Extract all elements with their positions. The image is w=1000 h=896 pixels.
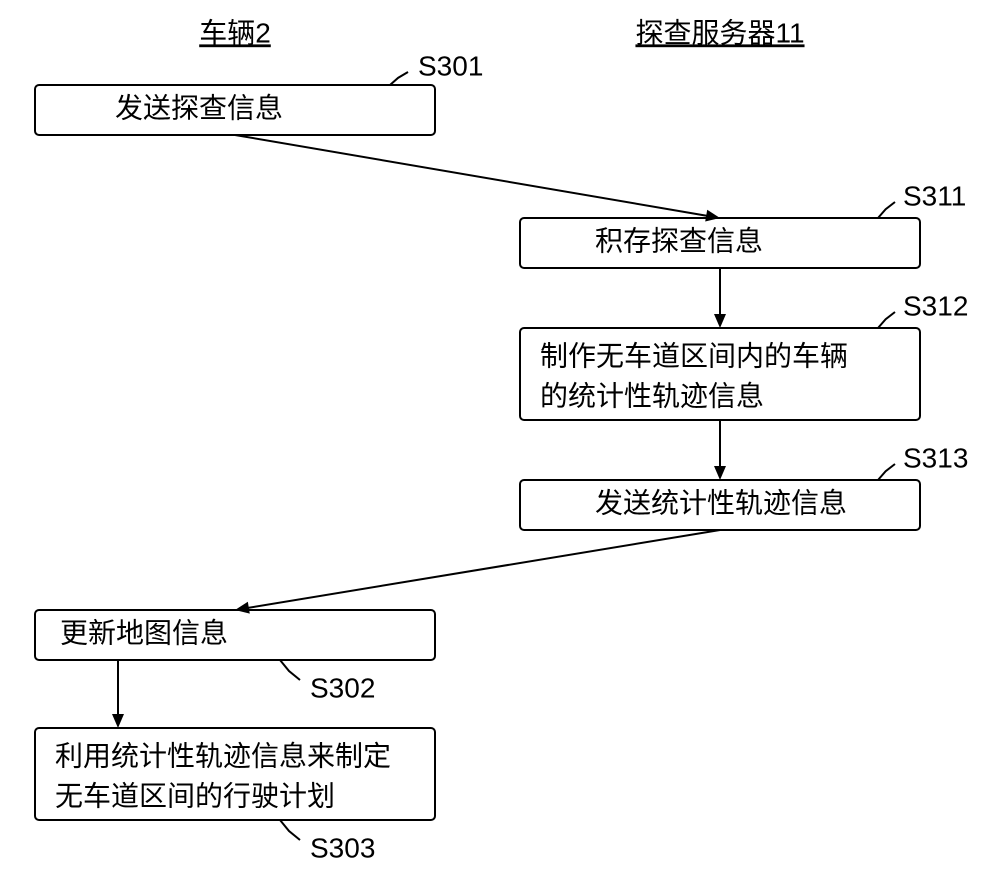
step-s303-label: S303 bbox=[310, 832, 375, 863]
step-s312: 制作无车道区间内的车辆的统计性轨迹信息 bbox=[520, 328, 920, 420]
header-server: 探查服务器11 bbox=[635, 17, 804, 48]
header-vehicle: 车辆2 bbox=[199, 17, 271, 48]
step-s303: 利用统计性轨迹信息来制定无车道区间的行驶计划 bbox=[35, 728, 435, 820]
step-s312-label: S312 bbox=[903, 290, 968, 321]
step-s313-line-0: 发送统计性轨迹信息 bbox=[595, 487, 847, 518]
step-s313-label: S313 bbox=[903, 442, 968, 473]
step-s312-line-1: 的统计性轨迹信息 bbox=[540, 380, 764, 411]
step-s312-line-0: 制作无车道区间内的车辆 bbox=[540, 340, 848, 371]
step-s303-line-1: 无车道区间的行驶计划 bbox=[55, 780, 335, 811]
step-s311-line-0: 积存探查信息 bbox=[595, 225, 763, 256]
step-s302-line-0: 更新地图信息 bbox=[60, 617, 228, 648]
step-s302-label: S302 bbox=[310, 672, 375, 703]
step-s302: 更新地图信息 bbox=[35, 610, 435, 660]
step-s301-label: S301 bbox=[418, 50, 483, 81]
step-s303-line-0: 利用统计性轨迹信息来制定 bbox=[55, 740, 391, 771]
step-s301-line-0: 发送探查信息 bbox=[115, 92, 283, 123]
step-s301: 发送探查信息 bbox=[35, 85, 435, 135]
step-s311-label: S311 bbox=[903, 180, 966, 211]
step-s313: 发送统计性轨迹信息 bbox=[520, 480, 920, 530]
step-s311: 积存探查信息 bbox=[520, 218, 920, 268]
